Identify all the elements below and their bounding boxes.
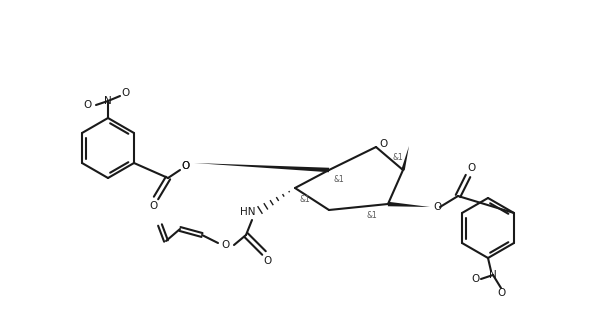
- Text: O: O: [468, 163, 476, 173]
- Text: O: O: [433, 202, 441, 212]
- Text: O: O: [264, 256, 272, 266]
- Text: O: O: [122, 88, 130, 98]
- Polygon shape: [402, 146, 409, 170]
- Text: &1: &1: [333, 176, 344, 184]
- Text: O: O: [182, 161, 190, 171]
- Text: &1: &1: [300, 195, 311, 205]
- Text: O: O: [471, 274, 479, 284]
- Text: O: O: [380, 139, 388, 149]
- Text: N: N: [104, 96, 112, 106]
- Polygon shape: [388, 202, 430, 207]
- Text: O: O: [497, 288, 505, 298]
- Text: &1: &1: [367, 211, 377, 219]
- Text: HN: HN: [240, 207, 256, 217]
- Text: &1: &1: [393, 153, 403, 162]
- Text: O: O: [222, 240, 230, 250]
- Text: N: N: [489, 270, 497, 280]
- Text: O: O: [182, 161, 190, 171]
- Text: O: O: [84, 100, 92, 110]
- Polygon shape: [194, 163, 329, 172]
- Text: O: O: [150, 201, 158, 211]
